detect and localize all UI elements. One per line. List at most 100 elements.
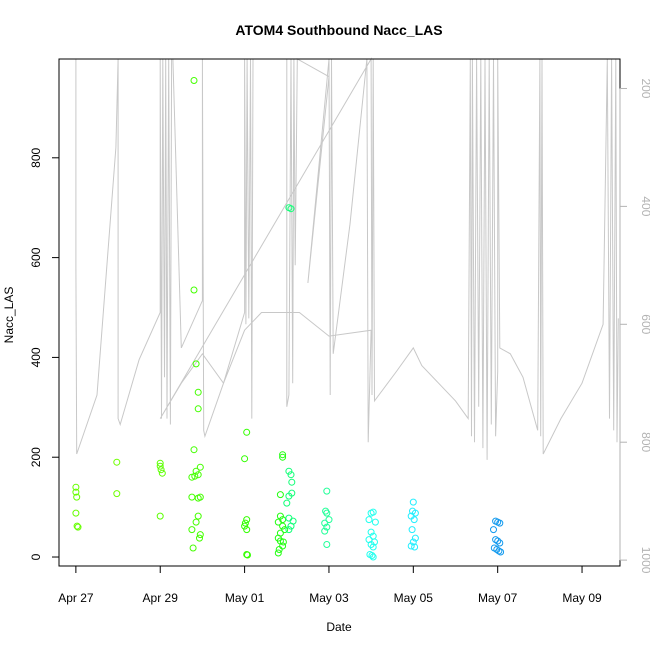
- data-point: [496, 539, 504, 547]
- data-point: [274, 549, 282, 557]
- x-tick-label: May 05: [394, 591, 434, 605]
- data-point: [190, 446, 198, 454]
- data-point: [410, 516, 418, 524]
- data-point: [409, 538, 417, 546]
- data-point: [411, 543, 419, 551]
- data-point: [321, 519, 329, 527]
- data-point: [188, 493, 196, 501]
- data-point: [285, 467, 293, 475]
- data-point: [371, 518, 379, 526]
- data-point: [72, 483, 80, 491]
- data-point: [411, 534, 419, 542]
- x-tick-label: May 09: [562, 591, 602, 605]
- data-point: [244, 551, 251, 559]
- data-point: [287, 471, 295, 479]
- data-point: [192, 518, 200, 526]
- data-point: [323, 509, 331, 517]
- data-point: [276, 491, 284, 499]
- y-tick-label: 400: [29, 347, 43, 367]
- data-point: [279, 522, 287, 530]
- data-point: [285, 492, 293, 500]
- data-point: [188, 526, 196, 534]
- data-point: [241, 522, 249, 530]
- data-point: [285, 514, 293, 522]
- data-point: [407, 542, 415, 550]
- data-point: [365, 516, 373, 524]
- data-point: [497, 548, 505, 556]
- data-point: [287, 205, 295, 213]
- data-point: [495, 547, 503, 555]
- data-point: [369, 553, 377, 561]
- data-point: [192, 467, 200, 475]
- data-point: [243, 526, 251, 534]
- data-point: [73, 522, 81, 530]
- y-right-tick-label: 400: [639, 196, 650, 216]
- data-point: [188, 473, 196, 481]
- grey-trace-layer: [75, 57, 619, 460]
- trace-lines: [75, 57, 619, 460]
- x-tick-label: May 01: [225, 591, 265, 605]
- data-point: [323, 523, 331, 531]
- data-point: [194, 388, 202, 396]
- data-point: [191, 472, 199, 480]
- x-tick-label: May 07: [478, 591, 518, 605]
- data-point: [279, 453, 287, 461]
- data-point: [192, 360, 200, 368]
- data-point: [325, 516, 333, 524]
- data-point: [279, 451, 287, 459]
- trace-line: [75, 57, 619, 460]
- data-point: [74, 523, 82, 531]
- data-point: [369, 543, 377, 551]
- data-points: [72, 77, 505, 561]
- data-point: [274, 518, 282, 526]
- data-point: [321, 527, 329, 535]
- y-right-tick-label: 600: [639, 314, 650, 334]
- y-tick-label: 0: [29, 553, 43, 560]
- data-point: [367, 528, 375, 536]
- data-point: [194, 494, 202, 502]
- x-tick-label: Apr 27: [58, 591, 94, 605]
- y-right-tick-label: 200: [639, 78, 650, 98]
- data-point: [276, 512, 284, 520]
- y-tick-label: 200: [29, 447, 43, 467]
- data-point: [196, 531, 204, 539]
- data-point: [275, 546, 283, 553]
- data-point: [496, 519, 504, 527]
- data-point: [194, 471, 202, 479]
- data-point: [157, 466, 165, 474]
- y-tick-label: 800: [29, 147, 43, 167]
- data-point: [323, 487, 331, 495]
- data-point: [194, 405, 202, 413]
- y-axis: 0 200 400 600 800: [29, 147, 60, 560]
- data-point: [189, 544, 197, 552]
- x-tick-label: Apr 29: [143, 591, 179, 605]
- data-point: [494, 537, 502, 545]
- data-point: [72, 509, 80, 517]
- data-point: [283, 499, 291, 507]
- data-point: [368, 552, 376, 559]
- data-point: [194, 512, 202, 520]
- y-right-tick-label: 800: [639, 432, 650, 452]
- data-point: [196, 534, 203, 542]
- data-point: [241, 455, 249, 463]
- x-tick-label: May 03: [309, 591, 349, 605]
- y-tick-label: 600: [29, 247, 43, 267]
- y-right-tick-label: 1000: [639, 547, 650, 574]
- data-point: [156, 512, 164, 520]
- y-axis-label: Nacc_LAS: [2, 287, 16, 344]
- x-axis-label: Date: [326, 620, 352, 634]
- data-point: [408, 526, 416, 534]
- data-point: [323, 541, 331, 548]
- data-point: [490, 526, 497, 534]
- data-point: [281, 526, 289, 534]
- data-point: [113, 490, 121, 498]
- chart-title: ATOM4 Southbound Nacc_LAS: [235, 22, 442, 38]
- data-point: [243, 516, 251, 524]
- data-point: [279, 542, 287, 550]
- data-point: [279, 538, 287, 546]
- data-point: [72, 488, 80, 496]
- data-point: [288, 478, 296, 486]
- data-point: [190, 77, 198, 84]
- x-axis: Apr 27 Apr 29 May 01 May 03 May 05 May 07 May …: [58, 565, 602, 605]
